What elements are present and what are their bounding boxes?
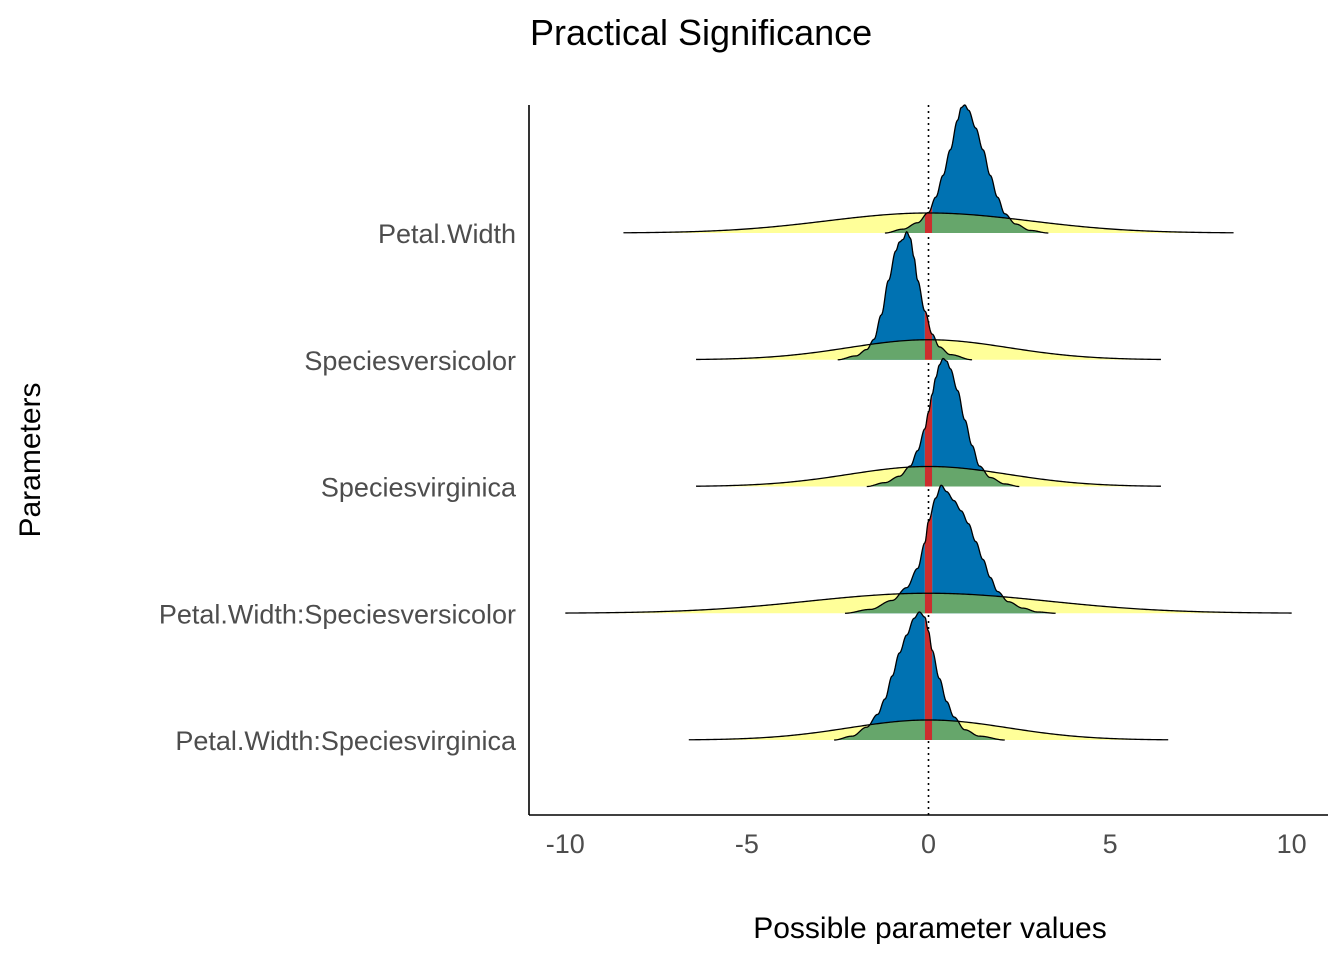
prior-outline (696, 339, 1161, 361)
x-tick-label: 5 (1103, 829, 1118, 859)
posterior-area-left (834, 612, 925, 740)
overlap-area-right (932, 339, 973, 360)
prior-outline (688, 719, 1169, 741)
x-tick-label: 10 (1277, 829, 1307, 859)
overlap-area-left (866, 466, 925, 487)
y-axis-title: Parameters (14, 382, 47, 537)
ridge-0 (623, 104, 1234, 234)
x-axis: -10 -5 0 5 10 (528, 105, 1328, 859)
prior-area-right (932, 339, 1161, 360)
prior-outline (696, 465, 1161, 487)
ridge-2 (696, 357, 1161, 488)
overlap-area-right (932, 213, 1049, 233)
ridge-4 (688, 611, 1169, 741)
posterior-rope-area (924, 617, 933, 740)
y-tick-label: Speciesvirginica (321, 473, 517, 503)
posterior-outline (884, 104, 1049, 234)
posterior-area-right (932, 358, 1020, 487)
posterior-area-left (837, 231, 925, 360)
prior-area-right (932, 720, 1169, 740)
y-tick-label: Petal.Width:Speciesversicolor (159, 599, 516, 629)
overlap-area-right (932, 720, 1005, 740)
prior-area-left (696, 466, 925, 487)
y-tick-label: Petal.Width:Speciesvirginica (175, 726, 517, 756)
x-axis-title: Possible parameter values (753, 912, 1107, 945)
posterior-rope-area (924, 509, 933, 614)
prior-area-left (623, 213, 925, 233)
ridge-3 (565, 484, 1292, 614)
overlap-area-left (884, 215, 925, 233)
posterior-rope-area (924, 311, 933, 360)
prior-area-left (565, 593, 925, 614)
x-tick-label: -10 (546, 829, 585, 859)
posterior-rope-area (924, 204, 933, 233)
posterior-outline (866, 357, 1020, 488)
chart-title: Practical Significance (530, 12, 872, 53)
posterior-outline (834, 611, 1005, 741)
ridge-1 (696, 230, 1161, 361)
y-tick-labels: Petal.Width Speciesversicolor Speciesvirgi… (159, 219, 517, 756)
y-tick-label: Speciesversicolor (304, 346, 516, 376)
posterior-area-right (932, 650, 1005, 740)
posterior-area-right (932, 105, 1049, 233)
prior-outline (565, 592, 1292, 614)
y-tick-label: Petal.Width (378, 219, 516, 249)
posterior-area-right (932, 485, 1056, 614)
x-tick-label: 0 (921, 829, 936, 859)
posterior-outline (837, 230, 973, 361)
plot-area (565, 104, 1292, 815)
x-tick-label: -5 (735, 829, 759, 859)
posterior-rope-area (924, 394, 933, 487)
posterior-outline (844, 484, 1056, 614)
overlap-area-right (932, 593, 1056, 614)
overlap-area-left (834, 720, 925, 740)
